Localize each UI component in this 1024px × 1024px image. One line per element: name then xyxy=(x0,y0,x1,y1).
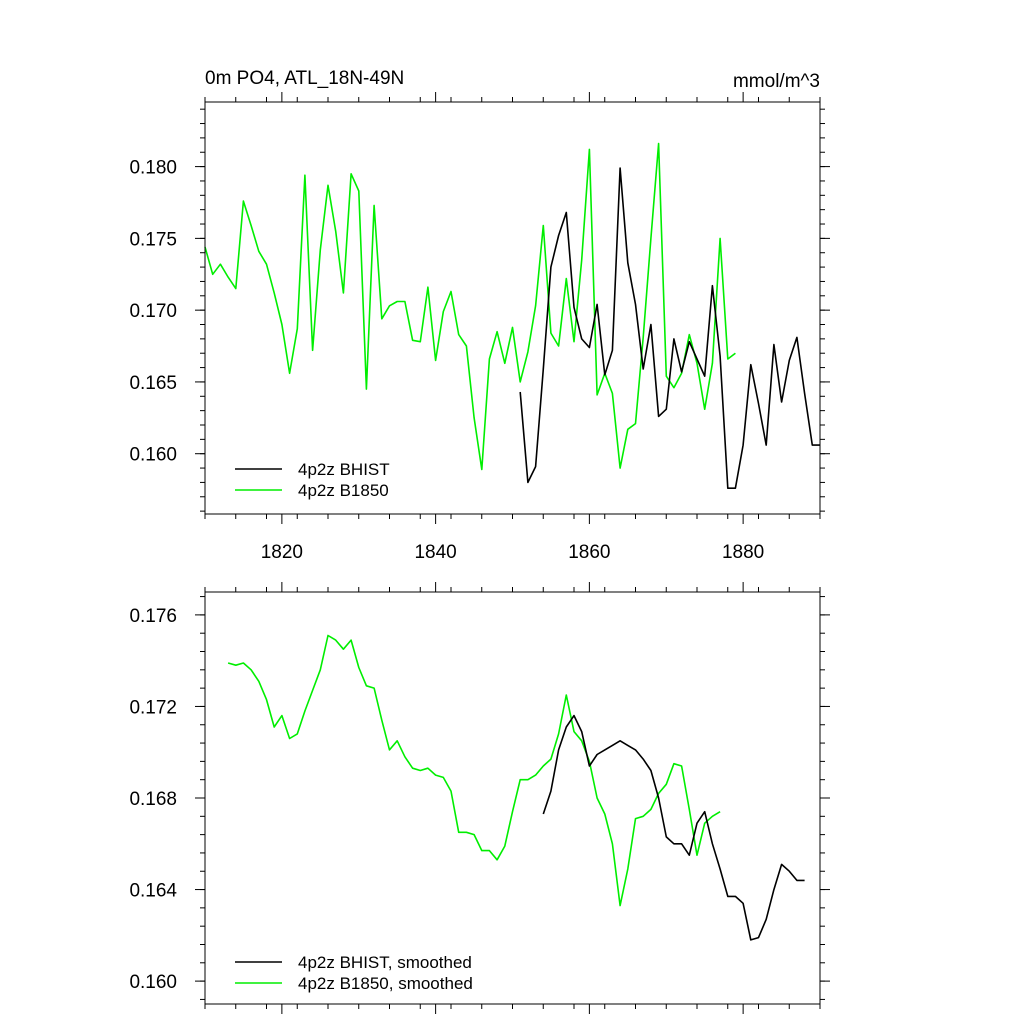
top-panel-series xyxy=(204,142,820,490)
y-tick-label: 0.175 xyxy=(129,229,177,250)
bottom-panel-y-tick-labels: 0.160 0.164 0.168 0.172 0.176 xyxy=(129,606,177,993)
bottom-panel: 0.160 0.164 0.168 0.172 0.176 4p2z BHIST, sm… xyxy=(129,582,830,1014)
y-tick-label: 0.165 xyxy=(129,373,177,394)
y-tick-label: 0.168 xyxy=(129,789,177,810)
legend-label-bhist-smoothed: 4p2z BHIST, smoothed xyxy=(298,953,472,972)
x-tick-label: 1820 xyxy=(261,542,303,563)
series-line-4p2z-b1850-smoothed xyxy=(227,634,721,907)
top-panel-units: mmol/m^3 xyxy=(733,71,820,92)
y-tick-label: 0.176 xyxy=(129,606,177,627)
top-panel: 0m PO4, ATL_18N-49N mmol/m^3 0.1600.1650… xyxy=(129,68,830,563)
top-panel-legend: 4p2z BHIST 4p2z B1850 xyxy=(235,460,390,500)
legend-label-b1850: 4p2z B1850 xyxy=(298,481,389,500)
x-tick-label: 1880 xyxy=(722,542,764,563)
series-line-4p2z-bhist xyxy=(519,167,820,490)
top-panel-frame xyxy=(204,101,821,515)
y-tick-label: 0.160 xyxy=(129,972,177,993)
bottom-panel-frame xyxy=(204,591,821,1005)
y-tick-label: 0.160 xyxy=(129,445,177,466)
legend-label-b1850-smoothed: 4p2z B1850, smoothed xyxy=(298,974,473,993)
y-tick-label: 0.170 xyxy=(129,301,177,322)
bottom-panel-series xyxy=(227,634,805,941)
x-tick-label: 1840 xyxy=(414,542,456,563)
legend-label-bhist: 4p2z BHIST xyxy=(298,460,390,479)
y-tick-label: 0.172 xyxy=(129,697,177,718)
series-line-4p2z-bhist-smoothed xyxy=(542,714,805,941)
y-tick-label: 0.180 xyxy=(129,158,177,179)
bottom-panel-legend: 4p2z BHIST, smoothed 4p2z B1850, smoothe… xyxy=(235,953,473,993)
bottom-panel-major-ticks xyxy=(195,582,830,1014)
top-panel-y-tick-labels: 0.160 0.165 0.170 0.175 0.180 xyxy=(129,158,177,466)
y-tick-label: 0.164 xyxy=(129,881,177,902)
x-tick-label: 1860 xyxy=(568,542,610,563)
top-panel-x-tick-labels: 1820 1840 1860 1880 xyxy=(261,542,765,563)
top-panel-title: 0m PO4, ATL_18N-49N xyxy=(205,68,404,89)
series-line-4p2z-b1850 xyxy=(204,142,736,471)
top-panel-major-ticks xyxy=(195,92,830,524)
